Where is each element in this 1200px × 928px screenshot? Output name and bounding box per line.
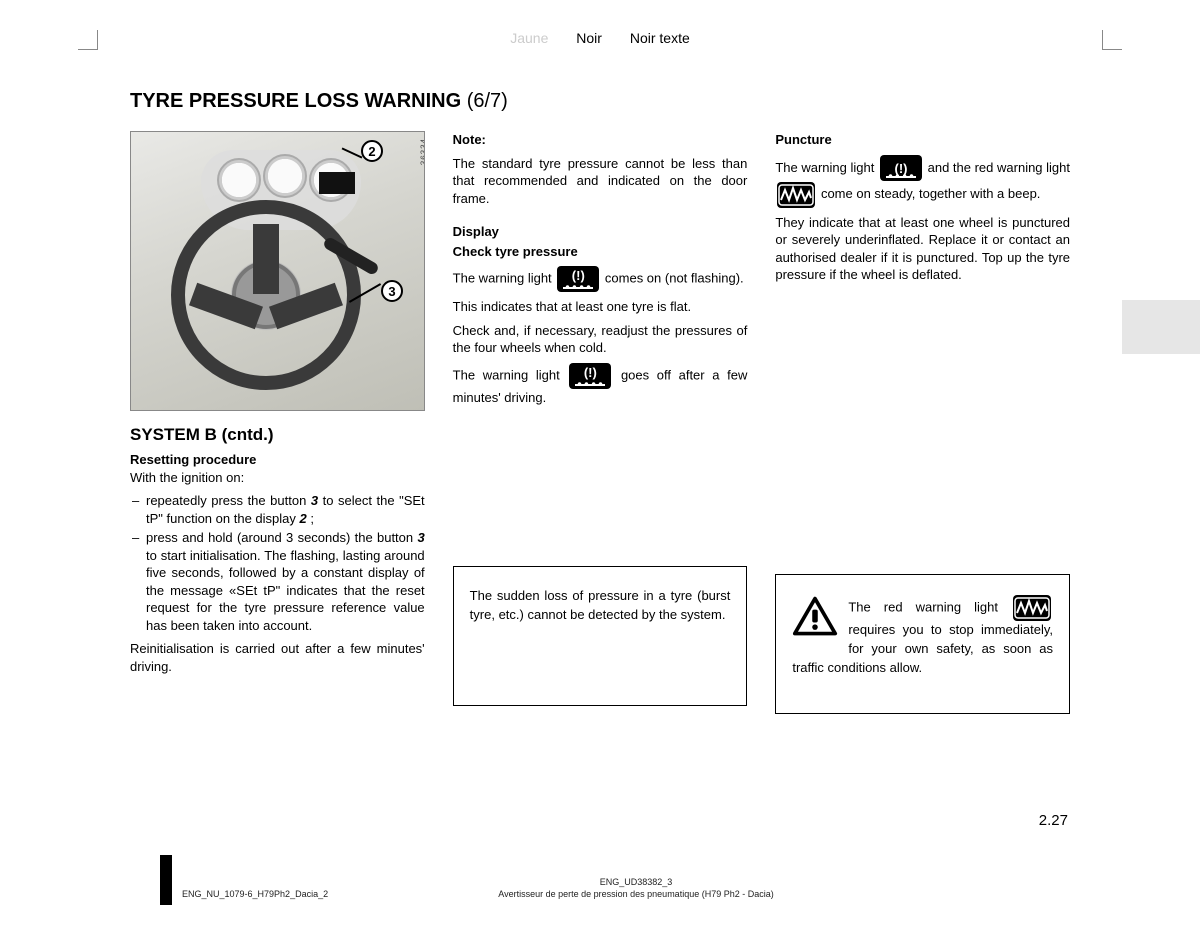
column-2: Note: The standard tyre pressure cannot … — [453, 131, 748, 714]
text-check: Check and, if necessary, readjust the pr… — [453, 322, 748, 357]
heading-check-pressure: Check tyre pressure — [453, 243, 748, 261]
tab-noir: Noir — [576, 30, 602, 46]
ref-3: 3 — [311, 493, 318, 508]
list-item: press and hold (around 3 seconds) the bu… — [146, 529, 425, 634]
footer-center-bottom: Avertisseur de perte de pression des pne… — [172, 889, 1100, 899]
warning-box-sudden-loss: The sudden loss of pressure in a tyre (b… — [453, 566, 748, 706]
stop-warning-icon — [1013, 595, 1051, 621]
text-wl-on: The warning light comes on (not flashing… — [453, 266, 748, 292]
warning-text: The sudden loss of pressure in a tyre (b… — [470, 588, 731, 622]
tab-noir-texte: Noir texte — [630, 30, 690, 46]
callout-3: 3 — [381, 280, 403, 302]
page-title: TYRE PRESSURE LOSS WARNING (6/7) — [130, 90, 1070, 113]
reset-steps-list: repeatedly press the button 3 to select … — [130, 492, 425, 634]
text: The warning light — [775, 160, 878, 175]
text-reinit: Reinitialisation is carried out after a … — [130, 640, 425, 675]
title-main: TYRE PRESSURE LOSS WARNING — [130, 90, 461, 112]
column-3: Puncture The warning light and the red w… — [775, 131, 1070, 714]
heading-note: Note: — [453, 131, 748, 149]
ref-2: 2 — [300, 511, 307, 526]
footer-center-top: ENG_UD38382_3 — [172, 877, 1100, 887]
wheel-spoke — [269, 283, 343, 329]
text: The warning light — [453, 367, 568, 382]
color-separation-tabs: Jaune Noir Noir texte — [0, 30, 1200, 46]
text: comes on (not flashing). — [601, 271, 743, 286]
side-thumb-tab — [1122, 300, 1200, 354]
columns: 36334 2 3 SYSTEM B (cntd.) Resetting pro… — [130, 131, 1070, 714]
wheel-spoke — [253, 224, 279, 294]
stop-warning-icon — [777, 182, 815, 208]
tpms-warning-icon — [557, 266, 599, 292]
page-content: TYRE PRESSURE LOSS WARNING (6/7) 36334 — [130, 90, 1070, 714]
text-flat: This indicates that at least one tyre is… — [453, 298, 748, 316]
text: press and hold (around 3 seconds) the bu… — [146, 530, 417, 545]
callout-2: 2 — [361, 140, 383, 162]
wheel-spoke — [189, 283, 263, 329]
warning-box-stop: The red warning light requires you to st… — [775, 574, 1070, 714]
text-ignition: With the ignition on: — [130, 469, 425, 487]
figure-credit: 36334 — [420, 138, 425, 165]
tpms-warning-icon — [880, 155, 922, 181]
heading-puncture: Puncture — [775, 131, 1070, 149]
gauge-center — [263, 154, 307, 198]
text-wl-off: The warning light goes off after a few m… — [453, 363, 748, 407]
list-item: repeatedly press the button 3 to select … — [146, 492, 425, 527]
text: and the red warning light — [924, 160, 1070, 175]
ref-3: 3 — [417, 530, 424, 545]
text-puncture-action: They indicate that at least one wheel is… — [775, 214, 1070, 284]
heading-reset: Resetting procedure — [130, 451, 425, 469]
dashboard-figure: 36334 2 3 — [130, 131, 425, 411]
text: to start initialisation. The flashing, l… — [146, 548, 425, 633]
text: The red warning light — [848, 599, 1011, 614]
heading-system-b: SYSTEM B (cntd.) — [130, 425, 425, 445]
steering-wheel — [171, 200, 361, 390]
column-1: 36334 2 3 SYSTEM B (cntd.) Resetting pro… — [130, 131, 425, 714]
title-fraction: (6/7) — [467, 90, 508, 112]
heading-display: Display — [453, 223, 748, 241]
display-rect — [319, 172, 355, 194]
text-puncture-lights: The warning light and the red warning li… — [775, 155, 1070, 208]
tpms-warning-icon — [569, 363, 611, 389]
text: The warning light — [453, 271, 556, 286]
gauge-left — [217, 158, 261, 202]
page-number: 2.27 — [1039, 812, 1068, 829]
hazard-triangle-icon — [792, 595, 838, 639]
text-note: The standard tyre pressure cannot be les… — [453, 155, 748, 208]
text: repeatedly press the button — [146, 493, 311, 508]
tab-jaune: Jaune — [510, 30, 548, 46]
footer: ENG_NU_1079-6_H79Ph2_Dacia_2 ENG_UD38382… — [160, 855, 1100, 905]
text: ; — [307, 511, 314, 526]
text: come on steady, together with a beep. — [817, 186, 1040, 201]
